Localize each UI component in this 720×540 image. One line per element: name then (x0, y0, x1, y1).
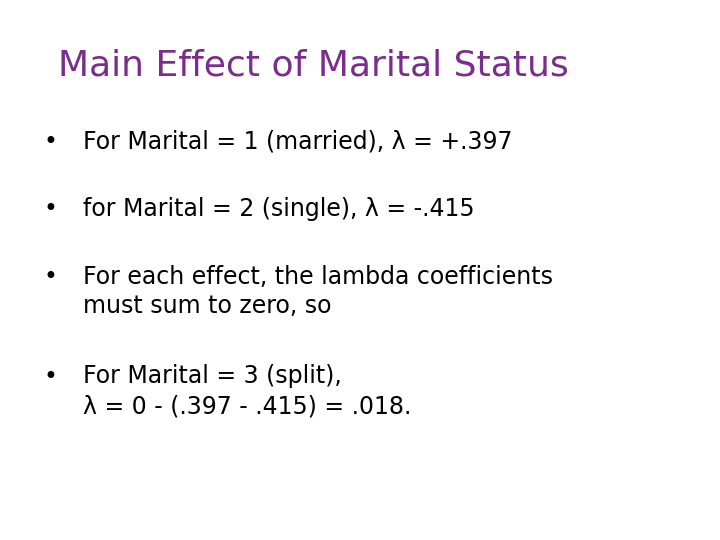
Text: •: • (43, 265, 58, 288)
Text: Main Effect of Marital Status: Main Effect of Marital Status (58, 49, 568, 83)
Text: For Marital = 1 (married), λ = +.397: For Marital = 1 (married), λ = +.397 (83, 130, 513, 153)
Text: For Marital = 3 (split),
λ = 0 - (.397 - .415) = .018.: For Marital = 3 (split), λ = 0 - (.397 -… (83, 364, 411, 418)
Text: For each effect, the lambda coefficients
must sum to zero, so: For each effect, the lambda coefficients… (83, 265, 553, 318)
Text: •: • (43, 364, 58, 388)
Text: for Marital = 2 (single), λ = -.415: for Marital = 2 (single), λ = -.415 (83, 197, 474, 221)
Text: •: • (43, 197, 58, 221)
Text: •: • (43, 130, 58, 153)
